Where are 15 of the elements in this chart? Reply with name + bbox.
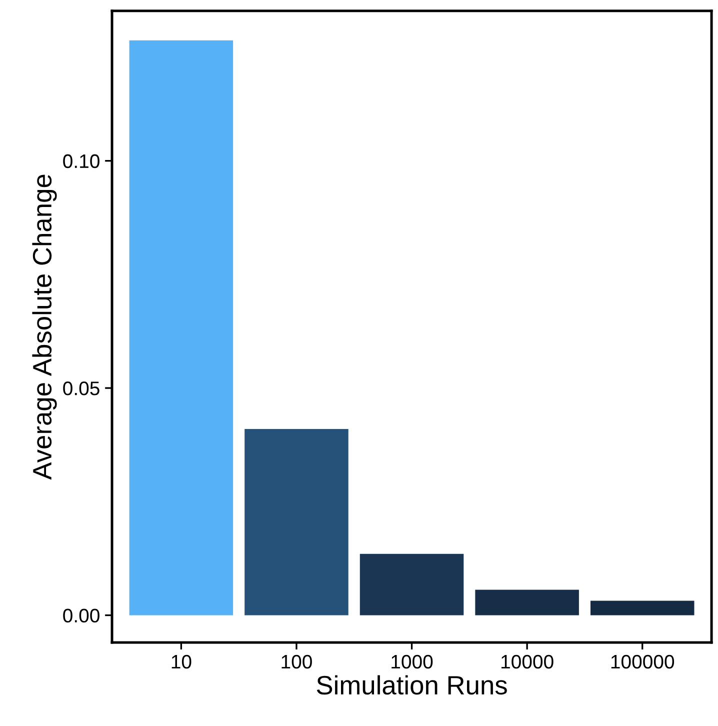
y-tick-label: 0.05 <box>63 382 100 396</box>
bar <box>244 428 348 616</box>
x-axis-title: Simulation Runs <box>316 675 507 695</box>
bar <box>590 600 694 616</box>
y-tick-label: 0.10 <box>63 154 100 168</box>
bar <box>360 554 464 616</box>
x-tick-label: 10000 <box>502 654 554 669</box>
x-tick-label: 1000 <box>392 654 433 669</box>
x-tick-label: 100000 <box>611 654 674 669</box>
y-tick-label: 0.00 <box>63 608 100 622</box>
bar <box>129 40 234 616</box>
x-tick-label: 100 <box>282 654 312 669</box>
y-axis-title: Average Absolute Change <box>32 174 57 480</box>
bar <box>475 590 579 616</box>
x-tick-label: 10 <box>172 654 192 669</box>
